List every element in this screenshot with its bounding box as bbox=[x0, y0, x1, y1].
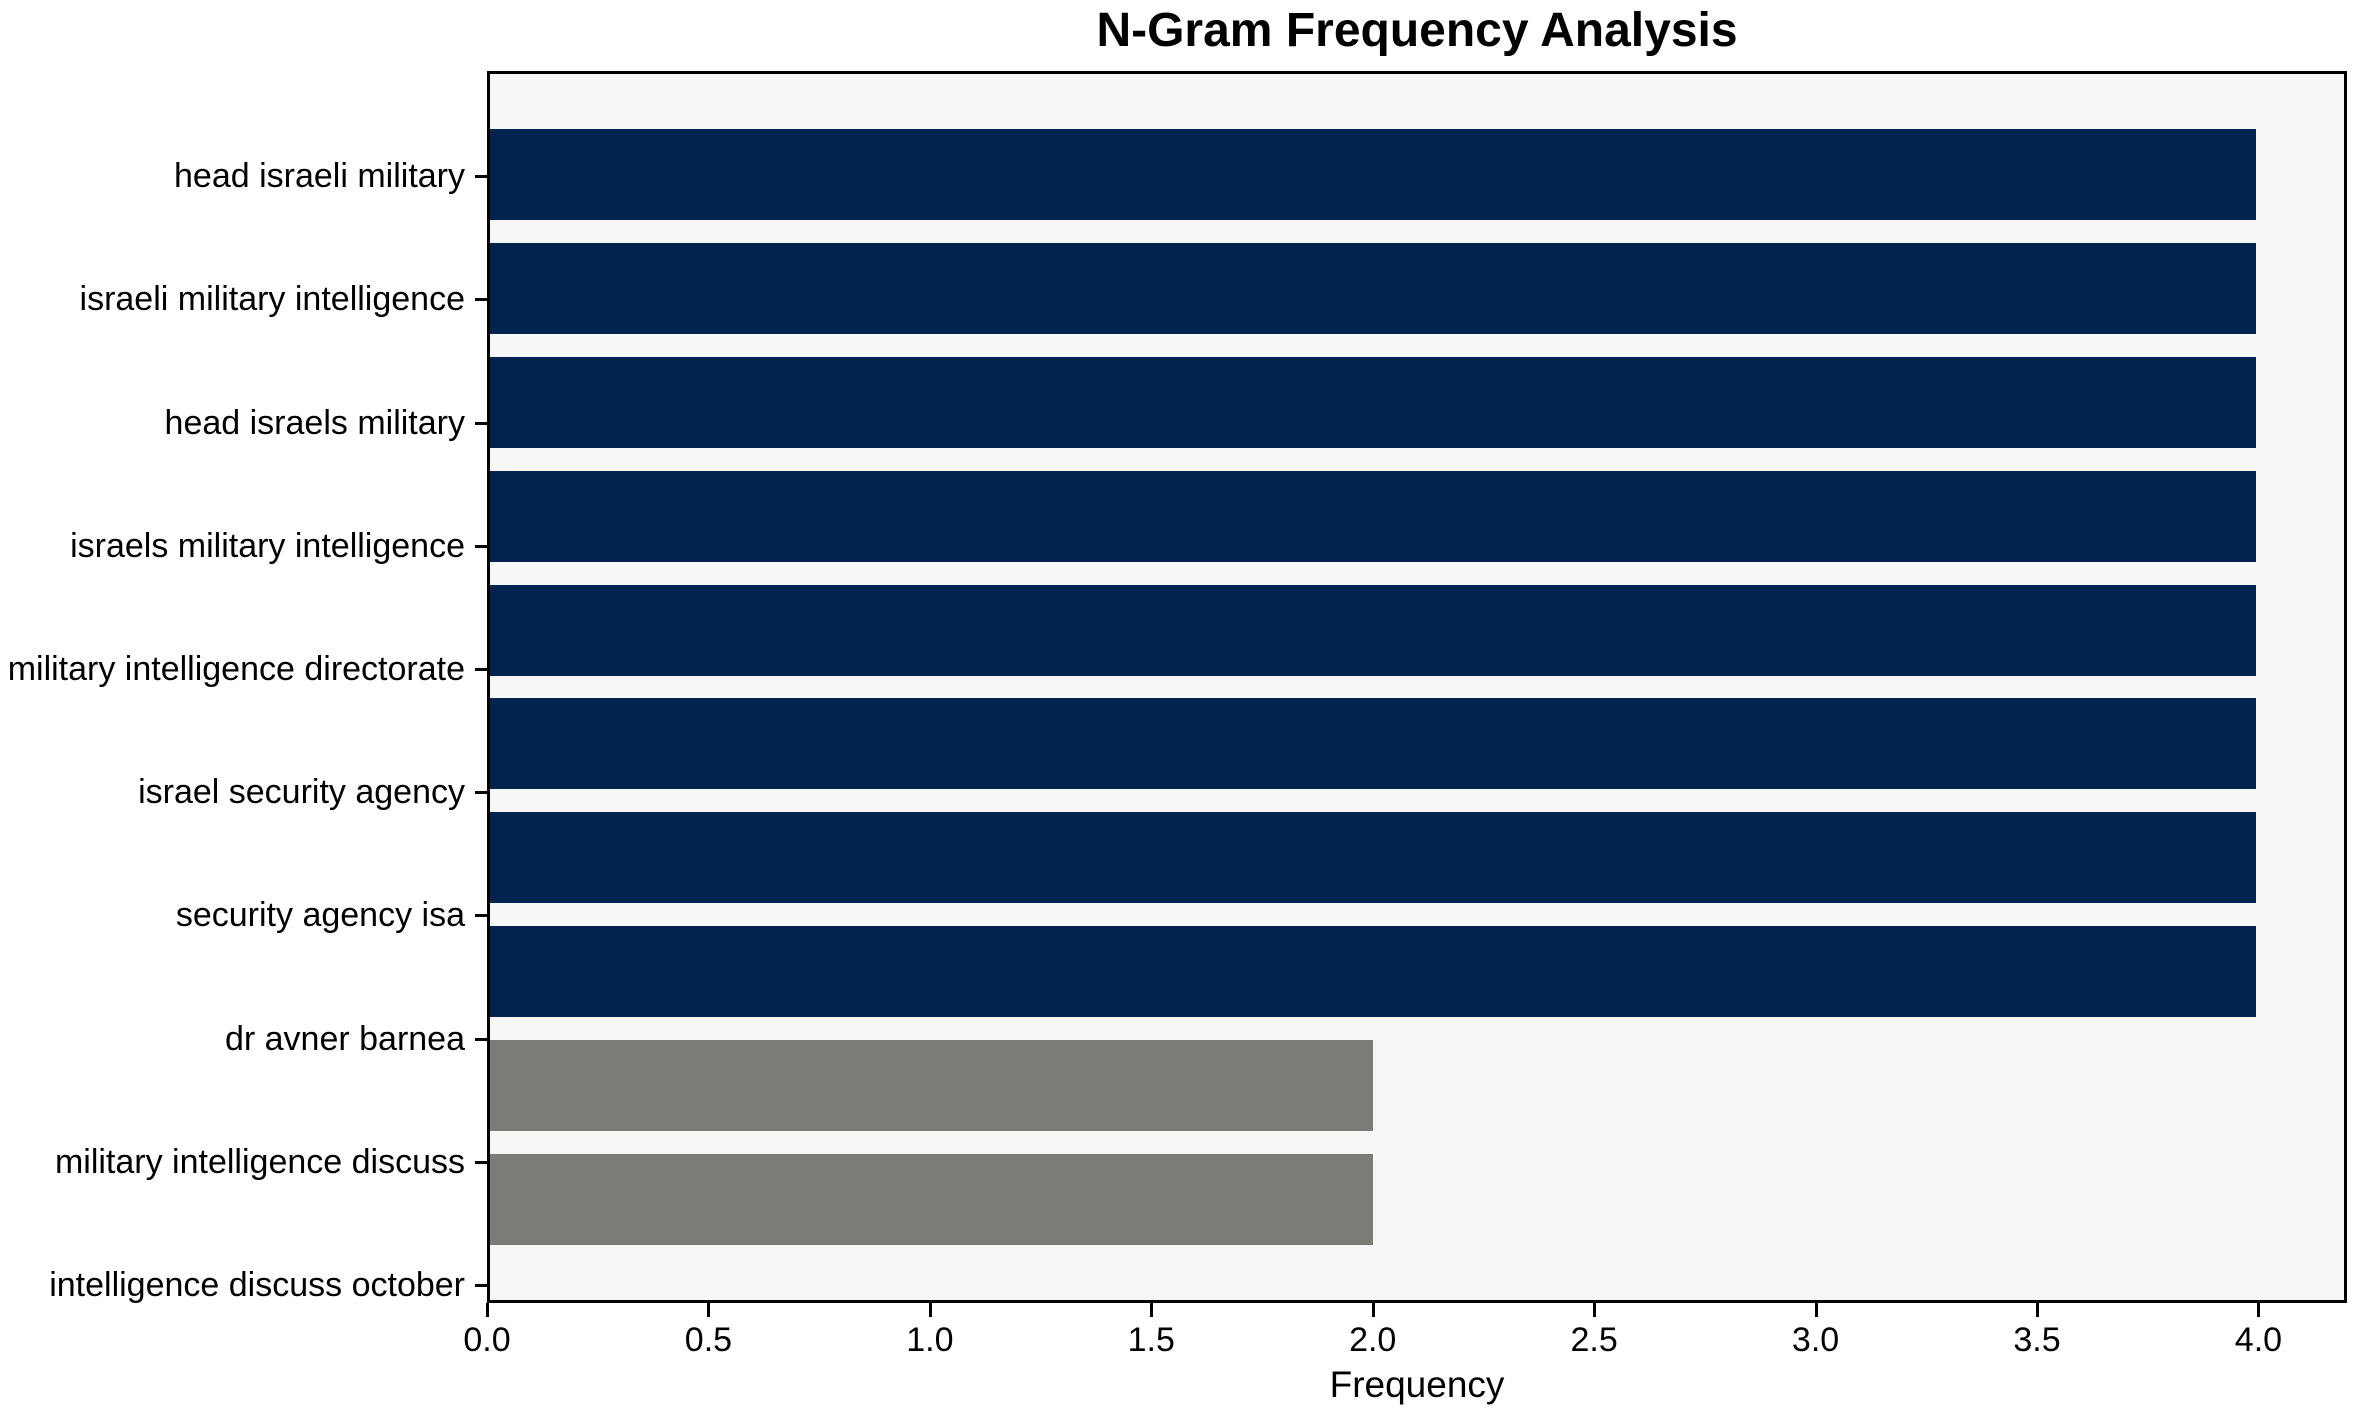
y-tick-mark bbox=[475, 1037, 487, 1041]
bar-row bbox=[490, 687, 2344, 801]
bar bbox=[490, 129, 2256, 221]
y-tick-mark bbox=[475, 175, 487, 179]
x-tick-mark bbox=[1814, 1303, 1818, 1317]
y-tick-label: israeli military intelligence bbox=[79, 280, 465, 319]
y-tick-mark bbox=[475, 667, 487, 671]
y-tick-label: security agency isa bbox=[175, 896, 465, 935]
bars-area bbox=[490, 74, 2344, 1300]
bar-row bbox=[490, 346, 2344, 460]
x-tick-label: 1.0 bbox=[906, 1321, 954, 1359]
bar bbox=[490, 243, 2256, 335]
y-tick-label: dr avner barnea bbox=[224, 1019, 465, 1058]
y-tick: dr avner barnea bbox=[0, 977, 487, 1100]
y-axis-labels: head israeli military israeli military in… bbox=[0, 71, 487, 1391]
x-tick-label: 2.5 bbox=[1570, 1321, 1618, 1359]
x-tick-label: 0.0 bbox=[463, 1321, 511, 1359]
y-tick: military intelligence directorate bbox=[0, 608, 487, 731]
x-tick-mark bbox=[707, 1303, 711, 1317]
y-tick: head israels military bbox=[0, 361, 487, 484]
bar-row bbox=[490, 1142, 2344, 1256]
bar-row bbox=[490, 459, 2344, 573]
chart-title: N-Gram Frequency Analysis bbox=[1096, 4, 1738, 57]
y-tick: head israeli military bbox=[0, 115, 487, 238]
x-tick-mark bbox=[1371, 1303, 1375, 1317]
x-tick-label: 2.0 bbox=[1349, 1321, 1397, 1359]
x-axis-title: Frequency bbox=[1329, 1364, 1505, 1405]
x-tick-label: 3.0 bbox=[1791, 1321, 1840, 1359]
y-tick-mark bbox=[475, 421, 487, 425]
plot-area bbox=[487, 71, 2347, 1303]
bar-row bbox=[490, 1028, 2344, 1142]
bar-row bbox=[490, 801, 2344, 915]
x-tick-label: 3.5 bbox=[2013, 1321, 2061, 1359]
y-tick-mark bbox=[475, 791, 487, 795]
y-tick: israel security agency bbox=[0, 731, 487, 854]
y-tick-label: israel security agency bbox=[138, 773, 465, 812]
x-tick-label: 1.5 bbox=[1127, 1321, 1175, 1359]
bar-row bbox=[490, 573, 2344, 687]
x-tick-mark bbox=[928, 1303, 932, 1317]
y-tick-label: head israeli military bbox=[174, 157, 465, 196]
bar bbox=[490, 584, 2256, 676]
y-tick: israeli military intelligence bbox=[0, 238, 487, 361]
y-tick-mark bbox=[475, 1160, 487, 1164]
y-tick-label: military intelligence directorate bbox=[7, 649, 465, 688]
bar bbox=[490, 356, 2256, 448]
bar bbox=[490, 925, 2256, 1017]
y-tick-label: military intelligence discuss bbox=[54, 1142, 465, 1181]
bar bbox=[490, 698, 2256, 790]
bar-row bbox=[490, 915, 2344, 1029]
y-tick-mark bbox=[475, 544, 487, 548]
y-tick: israels military intelligence bbox=[0, 485, 487, 608]
x-tick-mark bbox=[2257, 1303, 2261, 1317]
x-tick-label: 4.0 bbox=[2234, 1321, 2283, 1359]
x-tick-label: 0.5 bbox=[684, 1321, 733, 1359]
y-tick-label: head israels military bbox=[164, 403, 465, 442]
x-tick-mark bbox=[1150, 1303, 1154, 1317]
y-tick-mark bbox=[475, 298, 487, 302]
bar bbox=[490, 1153, 1373, 1245]
y-tick-mark bbox=[475, 1283, 487, 1287]
y-tick-label: israels military intelligence bbox=[70, 526, 465, 565]
x-tick-mark bbox=[2036, 1303, 2039, 1317]
y-tick: intelligence discuss october bbox=[0, 1224, 487, 1347]
x-axis: 0.0 0.5 1.0 1.5 2.0 2.5 3.0 3.5 4.0 bbox=[463, 1303, 2347, 1373]
bar bbox=[490, 812, 2256, 904]
y-tick: security agency isa bbox=[0, 854, 487, 977]
x-tick-mark bbox=[1593, 1303, 1597, 1317]
y-tick: military intelligence discuss bbox=[0, 1101, 487, 1224]
bar-row bbox=[490, 232, 2344, 346]
x-tick-mark bbox=[486, 1303, 489, 1317]
bar bbox=[490, 470, 2256, 562]
bar-row bbox=[490, 118, 2344, 232]
y-tick-label: intelligence discuss october bbox=[49, 1265, 465, 1304]
bar bbox=[490, 1039, 1373, 1131]
y-tick-mark bbox=[475, 914, 487, 918]
